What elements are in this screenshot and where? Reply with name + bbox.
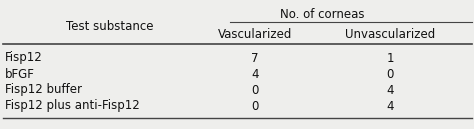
- Text: 4: 4: [251, 67, 259, 80]
- Text: 1: 1: [386, 51, 394, 64]
- Text: 0: 0: [251, 99, 259, 112]
- Text: Vascularized: Vascularized: [218, 27, 292, 41]
- Text: No. of corneas: No. of corneas: [280, 7, 365, 21]
- Text: Fisp12 buffer: Fisp12 buffer: [5, 83, 82, 96]
- Text: Fisp12 plus anti-Fisp12: Fisp12 plus anti-Fisp12: [5, 99, 140, 112]
- Text: 4: 4: [386, 83, 394, 96]
- Text: Test substance: Test substance: [66, 21, 154, 34]
- Text: 0: 0: [386, 67, 394, 80]
- Text: 4: 4: [386, 99, 394, 112]
- Text: 7: 7: [251, 51, 259, 64]
- Text: 0: 0: [251, 83, 259, 96]
- Text: Fisp12: Fisp12: [5, 51, 43, 64]
- Text: Unvascularized: Unvascularized: [345, 27, 435, 41]
- Text: bFGF: bFGF: [5, 67, 35, 80]
